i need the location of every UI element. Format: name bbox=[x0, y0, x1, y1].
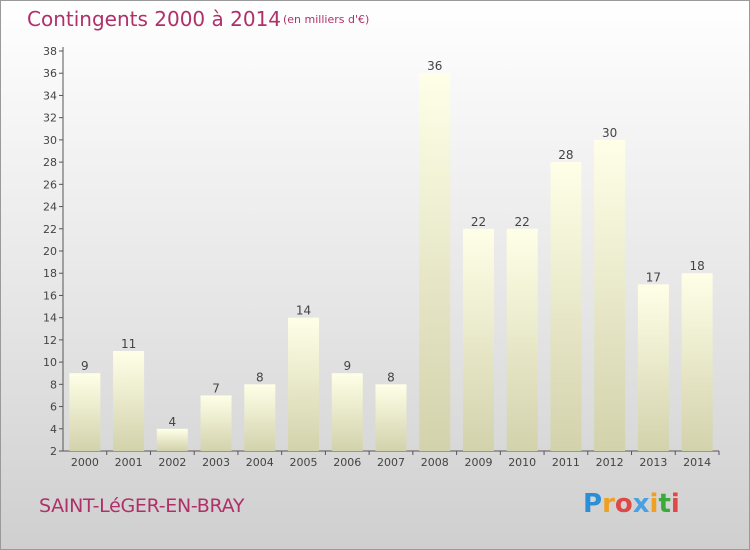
bar-2002 bbox=[156, 428, 188, 451]
logo-letter: t bbox=[658, 489, 671, 519]
y-tick-label: 38 bbox=[43, 45, 57, 58]
y-tick-label: 4 bbox=[50, 423, 57, 436]
proxiti-logo: Proxiti bbox=[583, 489, 680, 519]
x-tick-label-2003: 2003 bbox=[202, 456, 230, 469]
bar-2012 bbox=[594, 139, 626, 451]
value-label-2009: 22 bbox=[471, 215, 486, 229]
x-tick-label-2004: 2004 bbox=[246, 456, 274, 469]
bar-2008 bbox=[419, 73, 451, 451]
logo-letter: i bbox=[670, 489, 680, 519]
value-label-2000: 9 bbox=[81, 359, 89, 373]
x-tick-label-2007: 2007 bbox=[377, 456, 405, 469]
y-tick-label: 30 bbox=[43, 134, 57, 147]
y-tick-label: 28 bbox=[43, 156, 57, 169]
x-tick-label-2005: 2005 bbox=[290, 456, 318, 469]
y-tick-label: 24 bbox=[43, 201, 57, 214]
value-label-2011: 28 bbox=[558, 148, 573, 162]
value-label-2010: 22 bbox=[515, 215, 530, 229]
bar-2000 bbox=[69, 373, 101, 451]
bar-2013 bbox=[637, 284, 669, 451]
x-tick-label-2006: 2006 bbox=[333, 456, 361, 469]
logo-letter: i bbox=[649, 489, 659, 519]
value-label-2005: 14 bbox=[296, 304, 311, 318]
logo-letter: x bbox=[632, 489, 650, 519]
logo-letter: P bbox=[583, 489, 603, 519]
bar-2005 bbox=[288, 317, 320, 451]
value-label-2001: 11 bbox=[121, 337, 136, 351]
y-tick-label: 6 bbox=[50, 401, 57, 414]
y-tick-label: 16 bbox=[43, 289, 57, 302]
y-tick-label: 14 bbox=[43, 312, 57, 325]
y-tick-label: 36 bbox=[43, 67, 57, 80]
chart-title: Contingents 2000 à 2014 bbox=[27, 7, 282, 31]
y-tick-label: 10 bbox=[43, 356, 57, 369]
bars bbox=[69, 73, 713, 451]
x-tick-label-2008: 2008 bbox=[421, 456, 449, 469]
x-tick-label-2010: 2010 bbox=[508, 456, 536, 469]
y-tick-label: 34 bbox=[43, 89, 57, 102]
logo-letter: r bbox=[602, 489, 615, 519]
value-label-2004: 8 bbox=[256, 370, 264, 384]
bar-2010 bbox=[506, 228, 538, 451]
commune-name: SAINT-LéGER-EN-BRAY bbox=[39, 495, 245, 517]
x-tick-label-2011: 2011 bbox=[552, 456, 580, 469]
x-tick-label-2000: 2000 bbox=[71, 456, 99, 469]
value-labels: 9 11 4 7 8 14 9 8 36 22 22 28 30 17 18 bbox=[81, 59, 705, 429]
value-label-2006: 9 bbox=[343, 359, 351, 373]
x-tick-label-2012: 2012 bbox=[596, 456, 624, 469]
y-tick-label: 8 bbox=[50, 378, 57, 391]
bar-2006 bbox=[331, 373, 363, 451]
value-label-2008: 36 bbox=[427, 59, 442, 73]
y-tick-label: 18 bbox=[43, 267, 57, 280]
bar-2001 bbox=[113, 351, 145, 451]
y-tick-label: 2 bbox=[50, 445, 57, 458]
x-tick-label-2002: 2002 bbox=[158, 456, 186, 469]
bar-2014 bbox=[681, 273, 713, 451]
value-label-2003: 7 bbox=[212, 381, 220, 395]
x-tick-label-2009: 2009 bbox=[464, 456, 492, 469]
value-label-2007: 8 bbox=[387, 370, 395, 384]
y-tick-label: 32 bbox=[43, 112, 57, 125]
x-tick-label-2001: 2001 bbox=[115, 456, 143, 469]
bar-2009 bbox=[462, 228, 494, 451]
chart-unit: (en milliers d'€) bbox=[283, 13, 370, 26]
value-label-2012: 30 bbox=[602, 126, 617, 140]
value-label-2002: 4 bbox=[169, 415, 177, 429]
x-tick-label-2013: 2013 bbox=[639, 456, 667, 469]
y-tick-label: 20 bbox=[43, 245, 57, 258]
y-tick-label: 26 bbox=[43, 178, 57, 191]
bar-2004 bbox=[244, 384, 276, 451]
value-label-2013: 17 bbox=[646, 270, 661, 284]
bar-2011 bbox=[550, 162, 582, 451]
y-tick-label: 12 bbox=[43, 334, 57, 347]
bar-2007 bbox=[375, 384, 407, 451]
value-label-2014: 18 bbox=[689, 259, 704, 273]
logo-letter: o bbox=[614, 489, 633, 519]
x-tick-label-2014: 2014 bbox=[683, 456, 711, 469]
y-tick-label: 22 bbox=[43, 223, 57, 236]
bar-2003 bbox=[200, 395, 232, 451]
